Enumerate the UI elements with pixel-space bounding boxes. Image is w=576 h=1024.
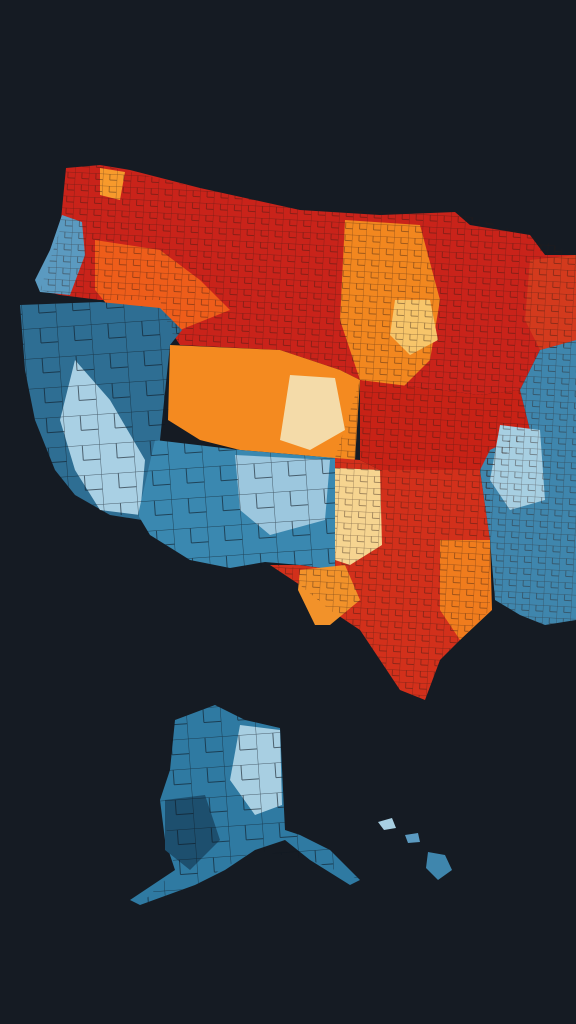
county-lines xyxy=(40,165,576,700)
island xyxy=(426,852,452,880)
alaska-lines xyxy=(140,705,360,905)
contiguous-states xyxy=(20,165,576,700)
region-colorado-light xyxy=(280,375,345,450)
island xyxy=(378,818,396,830)
county-lines-west xyxy=(20,302,335,570)
island xyxy=(405,833,420,843)
hawaii xyxy=(378,818,452,880)
alaska xyxy=(130,705,360,905)
county-lines-east xyxy=(480,340,576,625)
